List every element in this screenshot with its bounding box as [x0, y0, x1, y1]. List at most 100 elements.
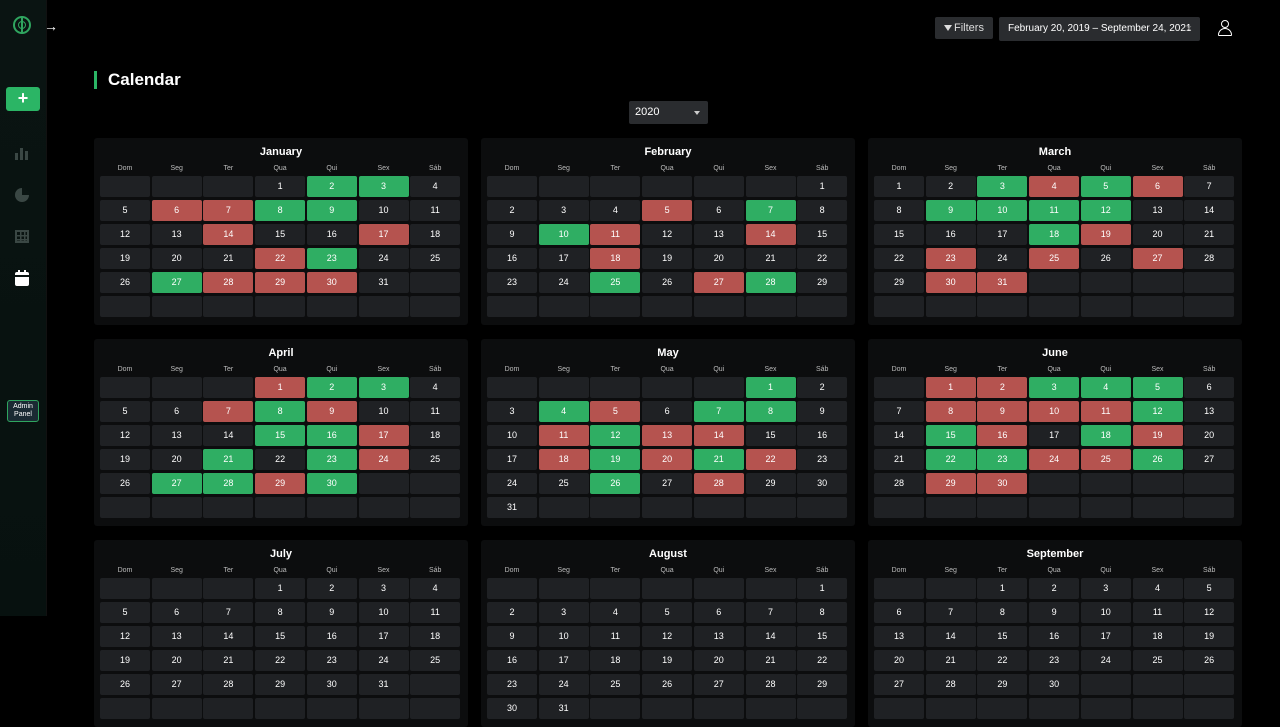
day-cell[interactable]: 16	[925, 224, 976, 245]
day-cell[interactable]: 8	[255, 602, 306, 623]
day-cell[interactable]: 24	[538, 272, 589, 293]
day-cell[interactable]: 25	[1080, 449, 1131, 470]
day-cell[interactable]: 5	[100, 602, 150, 623]
day-cell[interactable]: 28	[745, 272, 796, 293]
day-cell[interactable]: 3	[1080, 578, 1131, 599]
day-cell[interactable]: 27	[693, 272, 744, 293]
pie-chart-icon[interactable]	[15, 188, 29, 202]
day-cell[interactable]: 28	[203, 473, 254, 494]
day-cell[interactable]: 27	[1132, 248, 1183, 269]
day-cell[interactable]: 19	[100, 248, 150, 269]
day-cell[interactable]: 30	[306, 674, 357, 695]
day-cell[interactable]: 20	[151, 449, 202, 470]
day-cell[interactable]: 28	[693, 473, 744, 494]
day-cell[interactable]: 25	[1029, 248, 1080, 269]
day-cell[interactable]: 21	[925, 650, 976, 671]
day-cell[interactable]: 11	[1080, 401, 1131, 422]
day-cell[interactable]: 5	[100, 401, 150, 422]
day-cell[interactable]: 7	[745, 200, 796, 221]
day-cell[interactable]: 15	[255, 626, 306, 647]
day-cell[interactable]: 24	[487, 473, 537, 494]
day-cell[interactable]: 11	[410, 200, 461, 221]
day-cell[interactable]: 29	[797, 272, 848, 293]
clear-icon[interactable]: ×	[1185, 23, 1192, 35]
day-cell[interactable]: 23	[306, 248, 357, 269]
day-cell[interactable]: 29	[925, 473, 976, 494]
day-cell[interactable]: 18	[410, 626, 461, 647]
day-cell[interactable]: 29	[977, 674, 1028, 695]
day-cell[interactable]: 31	[977, 272, 1028, 293]
day-cell[interactable]: 21	[1184, 224, 1235, 245]
day-cell[interactable]: 2	[925, 176, 976, 197]
day-cell[interactable]: 8	[255, 200, 306, 221]
day-cell[interactable]: 25	[1132, 650, 1183, 671]
day-cell[interactable]: 27	[874, 674, 924, 695]
day-cell[interactable]: 2	[1029, 578, 1080, 599]
day-cell[interactable]: 6	[151, 602, 202, 623]
day-cell[interactable]: 31	[487, 497, 537, 518]
day-cell[interactable]: 2	[306, 176, 357, 197]
day-cell[interactable]: 19	[642, 248, 693, 269]
day-cell[interactable]: 28	[203, 272, 254, 293]
day-cell[interactable]: 28	[874, 473, 924, 494]
day-cell[interactable]: 22	[255, 248, 306, 269]
day-cell[interactable]: 1	[797, 176, 848, 197]
day-cell[interactable]: 17	[538, 248, 589, 269]
day-cell[interactable]: 19	[100, 449, 150, 470]
day-cell[interactable]: 25	[538, 473, 589, 494]
day-cell[interactable]: 26	[100, 272, 150, 293]
day-cell[interactable]: 24	[538, 674, 589, 695]
day-cell[interactable]: 16	[306, 224, 357, 245]
day-cell[interactable]: 31	[358, 272, 409, 293]
day-cell[interactable]: 29	[797, 674, 848, 695]
day-cell[interactable]: 6	[151, 401, 202, 422]
day-cell[interactable]: 17	[1029, 425, 1080, 446]
day-cell[interactable]: 20	[151, 650, 202, 671]
day-cell[interactable]: 8	[745, 401, 796, 422]
day-cell[interactable]: 2	[487, 602, 537, 623]
day-cell[interactable]: 5	[1080, 176, 1131, 197]
day-cell[interactable]: 2	[797, 377, 848, 398]
day-cell[interactable]: 1	[797, 578, 848, 599]
day-cell[interactable]: 23	[306, 650, 357, 671]
day-cell[interactable]: 10	[358, 602, 409, 623]
day-cell[interactable]: 15	[925, 425, 976, 446]
day-cell[interactable]: 22	[745, 449, 796, 470]
day-cell[interactable]: 3	[977, 176, 1028, 197]
day-cell[interactable]: 27	[151, 473, 202, 494]
day-cell[interactable]: 8	[925, 401, 976, 422]
day-cell[interactable]: 1	[925, 377, 976, 398]
day-cell[interactable]: 3	[358, 377, 409, 398]
day-cell[interactable]: 15	[874, 224, 924, 245]
day-cell[interactable]: 3	[487, 401, 537, 422]
day-cell[interactable]: 12	[642, 224, 693, 245]
day-cell[interactable]: 23	[487, 272, 537, 293]
day-cell[interactable]: 13	[693, 224, 744, 245]
day-cell[interactable]: 24	[977, 248, 1028, 269]
day-cell[interactable]: 3	[1029, 377, 1080, 398]
day-cell[interactable]: 16	[306, 425, 357, 446]
day-cell[interactable]: 19	[1132, 425, 1183, 446]
day-cell[interactable]: 10	[538, 224, 589, 245]
day-cell[interactable]: 26	[1080, 248, 1131, 269]
day-cell[interactable]: 21	[203, 248, 254, 269]
day-cell[interactable]: 12	[100, 425, 150, 446]
day-cell[interactable]: 30	[306, 473, 357, 494]
add-button[interactable]: +	[6, 87, 40, 111]
day-cell[interactable]: 6	[1184, 377, 1235, 398]
day-cell[interactable]: 22	[874, 248, 924, 269]
day-cell[interactable]: 20	[151, 248, 202, 269]
day-cell[interactable]: 17	[358, 626, 409, 647]
day-cell[interactable]: 12	[1132, 401, 1183, 422]
day-cell[interactable]: 14	[203, 626, 254, 647]
day-cell[interactable]: 15	[797, 224, 848, 245]
day-cell[interactable]: 18	[1029, 224, 1080, 245]
day-cell[interactable]: 26	[642, 674, 693, 695]
day-cell[interactable]: 20	[1184, 425, 1235, 446]
day-cell[interactable]: 2	[306, 578, 357, 599]
day-cell[interactable]: 14	[203, 425, 254, 446]
day-cell[interactable]: 2	[977, 377, 1028, 398]
day-cell[interactable]: 12	[100, 224, 150, 245]
day-cell[interactable]: 28	[1184, 248, 1235, 269]
day-cell[interactable]: 9	[306, 602, 357, 623]
